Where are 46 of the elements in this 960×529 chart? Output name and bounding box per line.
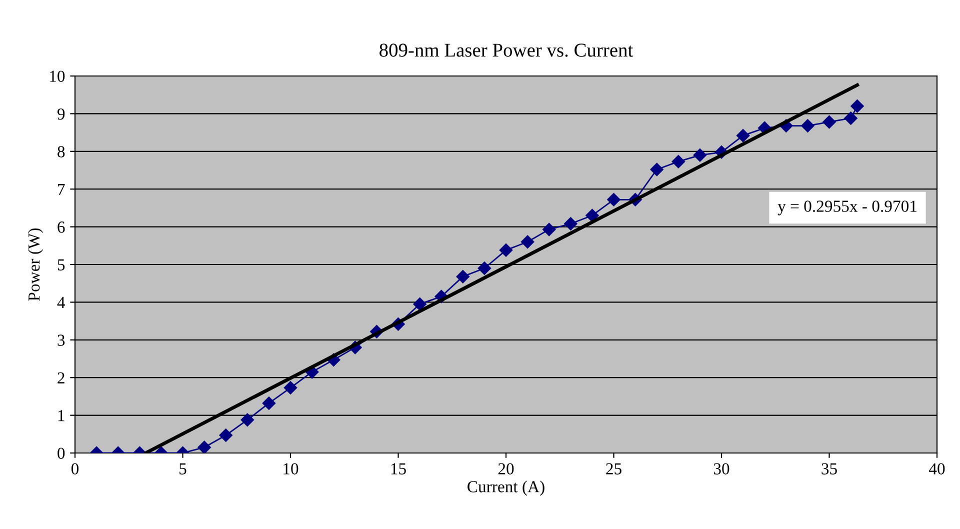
y-tick-label: 0	[58, 448, 65, 459]
y-tick-label: 4	[57, 297, 66, 308]
y-axis-title: Power (W)	[28, 228, 44, 301]
point	[850, 100, 864, 113]
point	[219, 428, 232, 442]
annotation: y = 0.2955x - 0.9701	[778, 200, 916, 216]
point	[693, 148, 707, 162]
x-tick-label: 10	[284, 463, 298, 474]
y-tick-label: 3	[58, 334, 65, 346]
y-tick-label: 7	[58, 184, 65, 195]
point	[736, 128, 750, 142]
y-tick-label: 8	[58, 146, 65, 158]
point	[413, 297, 426, 311]
chart-title: 809-nm Laser Power vs. Current	[380, 44, 634, 57]
point	[542, 222, 556, 236]
point	[478, 262, 492, 275]
point	[586, 208, 599, 222]
point	[822, 115, 836, 129]
x-tick-label: 20	[498, 463, 514, 474]
point	[650, 162, 664, 176]
point	[284, 381, 298, 394]
y-tick-label: 6	[58, 222, 65, 233]
y-tick-label: 1	[58, 410, 64, 422]
x-axis-title: Current (A)	[468, 480, 544, 496]
x-tick-label: 5	[180, 463, 186, 474]
x-tick-label: 40	[928, 463, 945, 474]
point	[262, 396, 276, 410]
point	[499, 244, 513, 257]
x-tick-label: 30	[714, 463, 730, 474]
point	[456, 270, 470, 284]
y-tick-label: 5	[58, 259, 65, 270]
point	[240, 413, 254, 426]
x-tick-label: 25	[606, 463, 622, 474]
point	[607, 193, 620, 206]
y-tick-label: 2	[58, 372, 64, 384]
point	[672, 154, 685, 168]
x-tick-label: 0	[71, 463, 79, 474]
point	[564, 217, 578, 230]
point	[801, 119, 814, 132]
point	[844, 112, 858, 125]
x-tick-label: 15	[391, 463, 406, 474]
point	[198, 440, 211, 453]
point	[520, 235, 534, 248]
x-tick-label: 35	[822, 463, 837, 474]
y-tick-label: 10	[50, 70, 65, 82]
y-tick-label: 9	[57, 108, 65, 120]
